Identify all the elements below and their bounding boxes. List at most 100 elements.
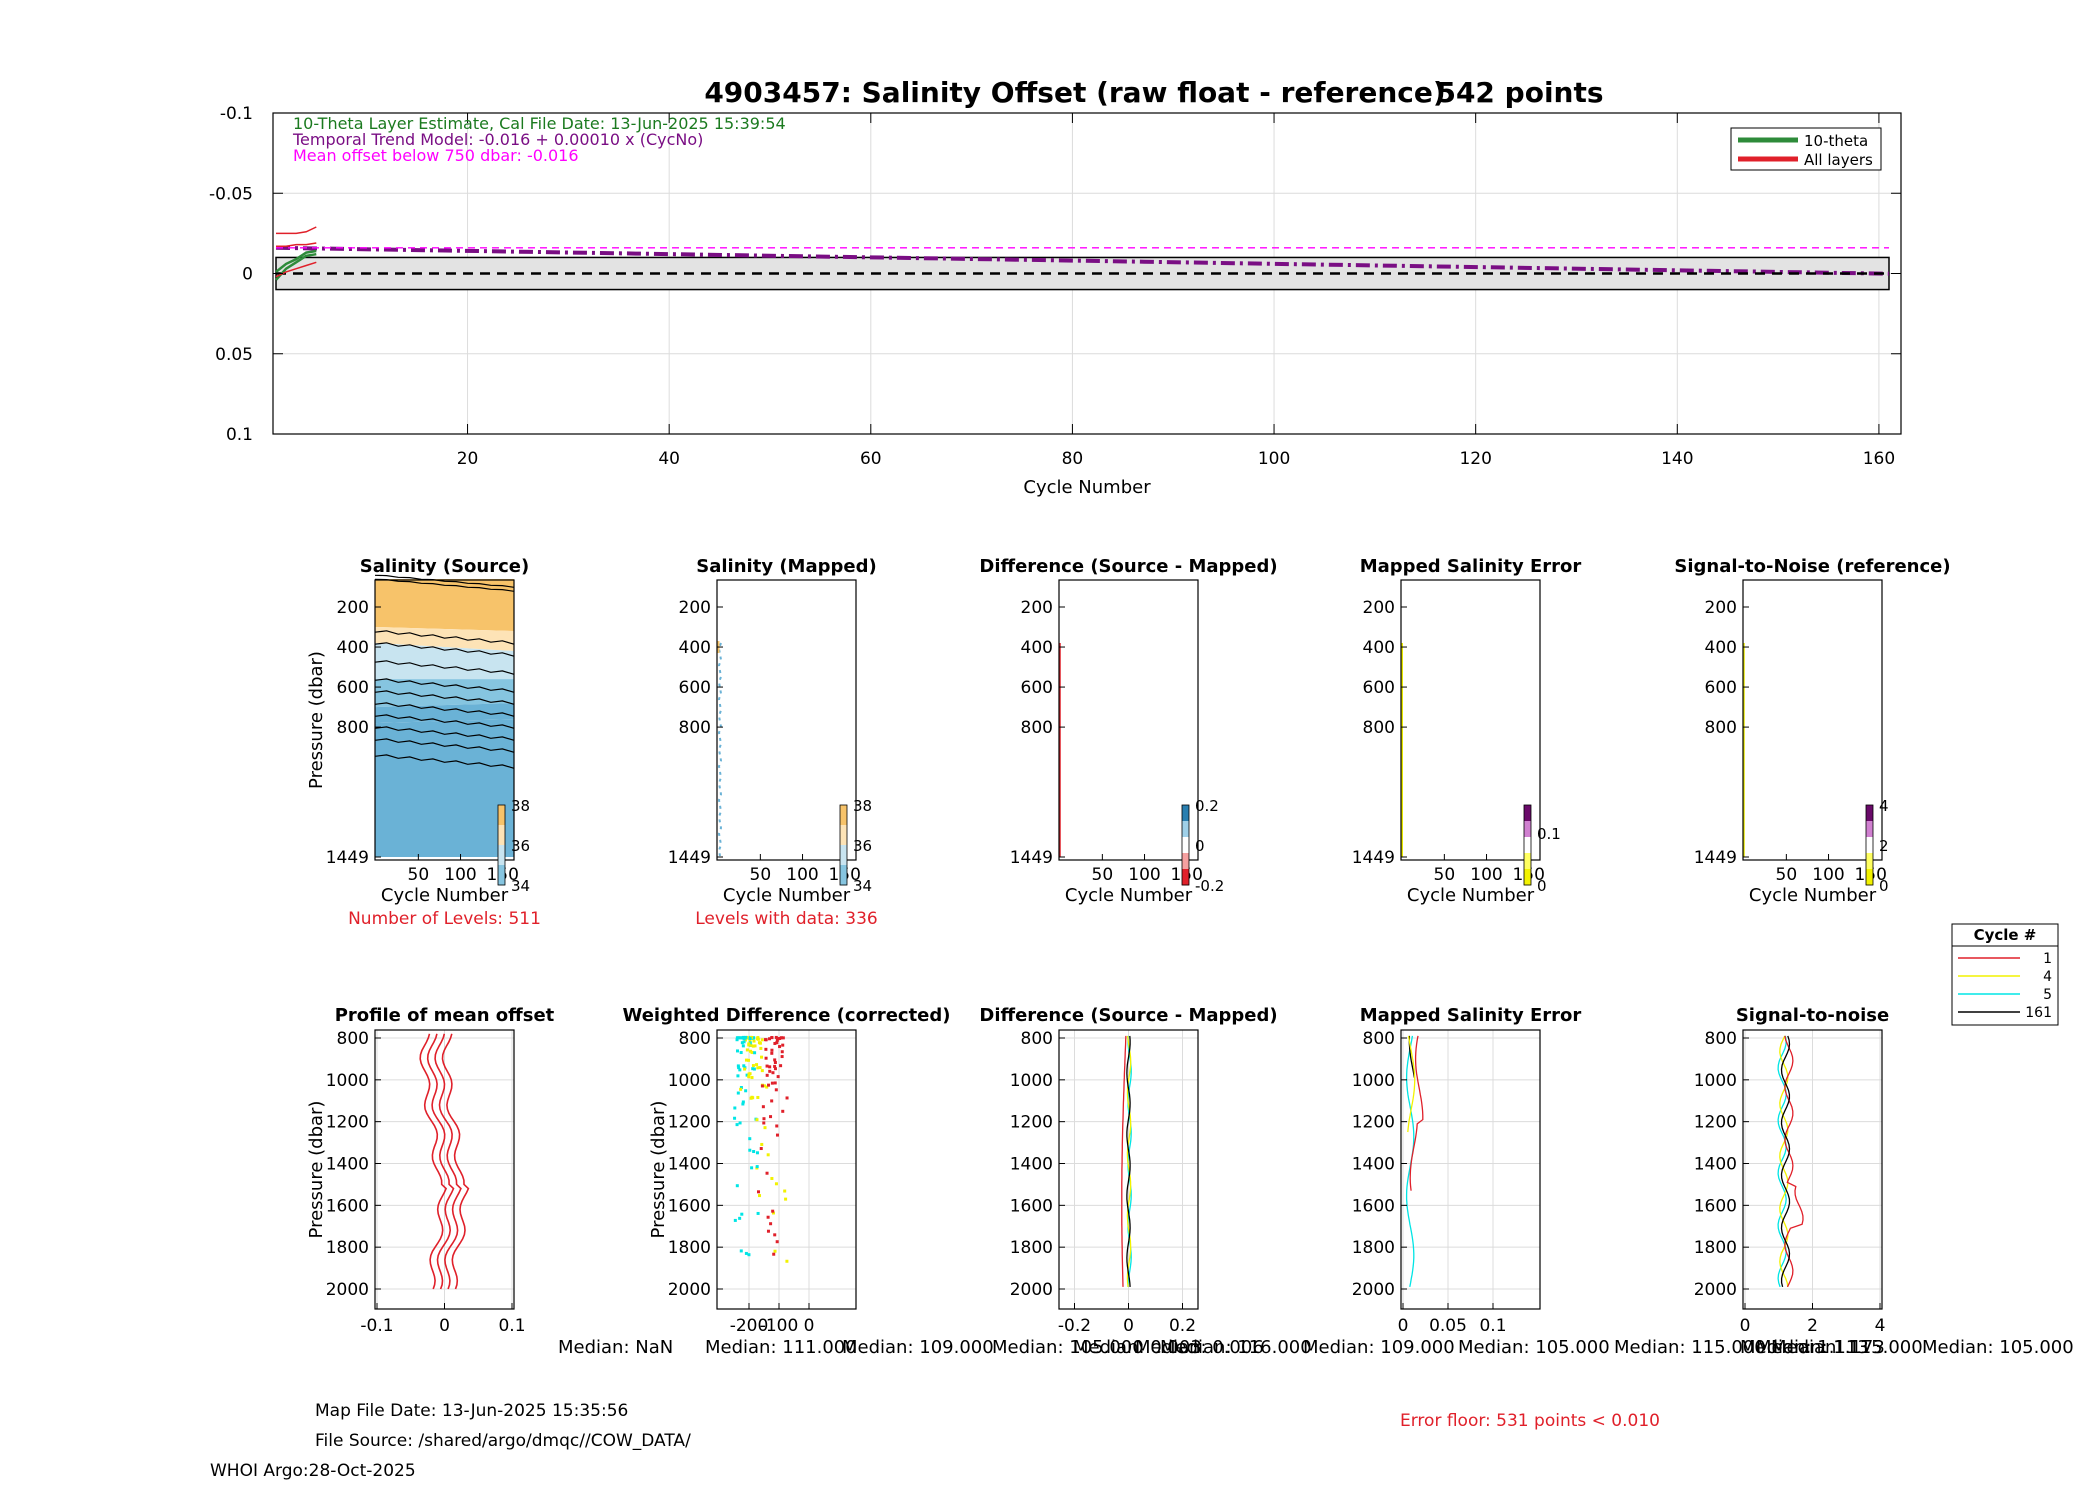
row2-panel-5: Signal-to-Noise (reference) 200 400 600 800 1…: [1674, 556, 1950, 906]
row3-ytick-label: 800: [679, 1029, 711, 1049]
row3-ytick-label: 1400: [668, 1155, 711, 1175]
row2-panel-title: Salinity (Mapped): [696, 556, 876, 577]
row3-ytick-label: 1600: [1694, 1196, 1737, 1216]
scatter-point: [768, 1065, 772, 1069]
median-label: Median: 105.000: [1458, 1337, 1610, 1358]
row3-xtick-label: 0.1: [1479, 1316, 1506, 1336]
row3-ytick-label: 1800: [1010, 1238, 1053, 1258]
row3-xtick-label: 0.05: [1429, 1316, 1467, 1336]
scatter-point: [748, 1137, 752, 1141]
row2-ytick-label: 400: [1705, 638, 1737, 658]
snrprof-line: [1780, 1035, 1791, 1288]
scatter-point: [760, 1142, 764, 1146]
scatter-point: [748, 1038, 752, 1042]
scatter-point: [773, 1064, 777, 1068]
scatter-point: [743, 1067, 747, 1071]
scatter-point: [739, 1086, 743, 1090]
contour-line: [374, 714, 515, 729]
colorbar-segment: [1524, 805, 1531, 822]
scatter-point: [775, 1240, 779, 1244]
row3-ytick-label: 1600: [1352, 1196, 1395, 1216]
scatter-point: [776, 1037, 780, 1041]
row3-ytick-label: 1800: [1694, 1238, 1737, 1258]
row3-ytick-label: 1000: [1352, 1071, 1395, 1091]
row3-xtick-label: 0.1: [498, 1316, 525, 1336]
row3-ytick-label: 2000: [1010, 1280, 1053, 1300]
scatter-point: [751, 1067, 755, 1071]
scatter-point: [756, 1211, 760, 1215]
median-label: Median: 111.000: [705, 1337, 857, 1358]
scatter-point: [779, 1036, 783, 1040]
scatter-point: [751, 1036, 755, 1040]
row2-ytick-label: 800: [679, 718, 711, 738]
scatter-point: [735, 1049, 739, 1053]
scatter-point: [781, 1043, 785, 1047]
median-label: Median: 115.000: [1771, 1337, 1923, 1358]
row2-ytick-label: 800: [337, 718, 369, 738]
colorbar-segment: [498, 845, 505, 866]
scatter-point: [766, 1215, 770, 1219]
scatter-point: [772, 1252, 776, 1256]
row2-ytick-label: 200: [1705, 598, 1737, 618]
scatter-point: [773, 1081, 777, 1085]
colorbar-segment: [840, 865, 847, 886]
scatter-point: [774, 1182, 778, 1186]
scatter-point: [738, 1121, 742, 1125]
legend-label-all-layers: All layers: [1804, 151, 1873, 169]
scatter-point: [745, 1048, 749, 1052]
scatter-point: [779, 1064, 783, 1068]
scatter-point: [776, 1075, 780, 1079]
main-ticks: 20 40 60 80 100 120 140 160 -0.1 -0.05 0 0.05 0.1: [209, 104, 1901, 469]
scatter-point: [783, 1189, 787, 1193]
row3-xtick-label: 0: [1398, 1316, 1409, 1336]
scatter-point: [755, 1165, 759, 1169]
scatter-point: [760, 1038, 764, 1042]
scatter-point: [736, 1064, 740, 1068]
scatter-point: [736, 1036, 740, 1040]
scatter-point: [750, 1076, 754, 1080]
colorbar-label: 0: [1537, 877, 1547, 895]
colorbar-label: 34: [853, 877, 872, 895]
scatter-point: [778, 1045, 782, 1049]
scatter-point: [758, 1194, 762, 1198]
row2-panel-title: Signal-to-Noise (reference): [1674, 556, 1950, 577]
row3-ytick-label: 1000: [668, 1071, 711, 1091]
row2-xtick-label: 50: [1776, 865, 1798, 885]
row2-ylabel: Pressure (dbar): [306, 651, 327, 789]
row3-panel-title: Mapped Salinity Error: [1360, 1005, 1582, 1026]
row3-ytick-label: 1200: [1694, 1113, 1737, 1133]
colorbar-segment: [1524, 853, 1531, 870]
colorbar-segment: [1524, 821, 1531, 838]
scatter-point: [763, 1126, 767, 1130]
scatter-point: [766, 1229, 770, 1233]
diffprof-line: [1121, 1035, 1127, 1287]
scatter-point: [739, 1036, 743, 1040]
row2-axes-box: [1742, 579, 1883, 861]
row2-ytick-label: 400: [679, 638, 711, 658]
map-file-date: Map File Date: 13-Jun-2025 15:35:56: [315, 1401, 628, 1421]
row2-axes-box: [1400, 579, 1541, 861]
row2-ytick-label: 200: [1363, 598, 1395, 618]
colorbar-frame: [1523, 804, 1532, 886]
scatter-point: [760, 1084, 764, 1088]
scatter-point: [784, 1197, 788, 1201]
colorbar-segment: [1866, 853, 1873, 870]
main-series-10-theta-lower: [275, 249, 317, 273]
scatter-point: [769, 1222, 773, 1226]
main-series-all-layers: [276, 226, 317, 235]
cycle-label-1: 1: [2043, 951, 2052, 967]
main-xlabel: Cycle Number: [1023, 477, 1151, 498]
median-label: Median: 0.006: [1135, 1337, 1264, 1358]
row3-panel-title: Difference (Source - Mapped): [979, 1005, 1277, 1026]
colorbar-segment: [1182, 853, 1189, 870]
scatter-point: [760, 1055, 764, 1059]
row3-panel-title: Profile of mean offset: [335, 1005, 555, 1026]
row3-xtick-label: 0: [1123, 1316, 1134, 1336]
row2-axes-box: [1058, 579, 1199, 861]
row3-panel-2: Weighted Difference (corrected) 800 1000 12…: [622, 1005, 950, 1336]
main-legend-box: [1730, 127, 1882, 171]
row3-ytick-label: 1600: [1010, 1196, 1053, 1216]
scatter-point: [770, 1048, 774, 1052]
row3-ylabel: Pressure (dbar): [306, 1101, 327, 1239]
